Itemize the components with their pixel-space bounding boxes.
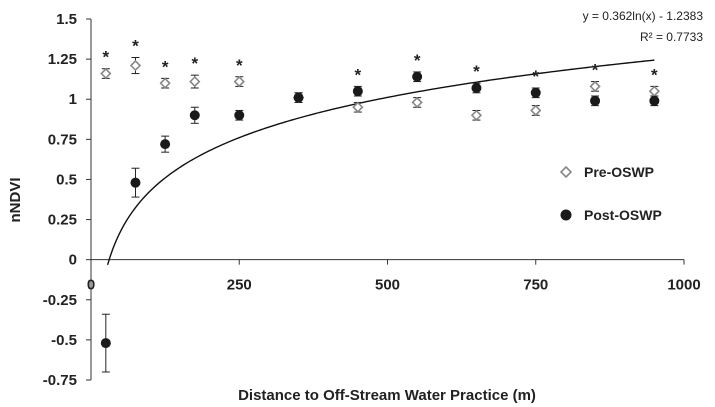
point-post-oswp	[352, 86, 363, 97]
data-points	[100, 59, 660, 349]
point-post-oswp	[590, 95, 601, 106]
significance-marker: *	[355, 65, 362, 84]
trendline	[106, 59, 655, 266]
legend-label-pre-oswp: Pre-OSWP	[584, 164, 654, 180]
point-post-oswp	[189, 110, 200, 121]
point-post-oswp	[100, 338, 111, 349]
trendline-r2: R² = 0.7733	[640, 30, 703, 44]
point-pre-oswp	[470, 109, 483, 121]
x-axis-title: Distance to Off-Stream Water Practice (m…	[238, 387, 536, 404]
error-bars	[101, 57, 659, 373]
point-post-oswp	[412, 71, 423, 82]
point-post-oswp	[130, 177, 141, 188]
legend-marker-pre-oswp	[559, 165, 573, 179]
significance-marker: *	[414, 51, 421, 70]
legend-marker-post-oswp	[560, 209, 572, 221]
significance-marker: *	[191, 54, 198, 73]
point-post-oswp	[649, 95, 660, 106]
point-post-oswp	[160, 139, 171, 150]
point-pre-oswp	[648, 85, 660, 97]
point-pre-oswp	[233, 75, 245, 88]
y-tick-label: -0.25	[43, 292, 77, 309]
significance-marker: *	[651, 65, 658, 84]
significance-marker: *	[532, 67, 539, 86]
significance-marker: *	[103, 48, 110, 67]
y-tick-label: 1	[69, 91, 77, 108]
y-axis-title: nNDVI	[7, 178, 24, 223]
y-tick-label: -0.5	[51, 332, 77, 349]
point-post-oswp	[471, 82, 482, 93]
point-pre-oswp	[100, 67, 112, 80]
significance-marker: *	[236, 56, 243, 75]
y-tick-label: 0	[69, 252, 77, 269]
point-pre-oswp	[129, 59, 142, 72]
significance-marker: *	[473, 62, 480, 81]
y-tick-labels: -0.75 -0.5 -0.25 0 0.25 0.5 0.75 1 1.25 1.5	[43, 11, 77, 389]
significance-marker: *	[162, 57, 169, 76]
y-tick-label: 0.75	[48, 131, 77, 148]
point-pre-oswp	[159, 77, 171, 89]
y-tick-label: 1.5	[56, 11, 77, 28]
point-post-oswp	[293, 92, 304, 103]
trendline-curve	[106, 59, 655, 266]
y-tick-label: 0.25	[48, 212, 77, 229]
point-post-oswp	[530, 87, 541, 98]
point-pre-oswp	[530, 104, 542, 117]
x-tick-label: 500	[375, 277, 400, 294]
point-post-oswp	[234, 110, 245, 121]
legend: Pre-OSWP Post-OSWP	[559, 164, 662, 223]
point-pre-oswp	[411, 96, 423, 109]
axes	[86, 18, 685, 381]
point-pre-oswp	[589, 80, 601, 93]
y-tick-label: -0.75	[43, 372, 77, 389]
significance-markers: * * * * * * * * * * *	[103, 37, 659, 86]
point-pre-oswp	[189, 75, 201, 88]
x-tick-labels: 0 250 500 750 1000	[87, 277, 701, 294]
x-tick-label: 750	[523, 277, 548, 294]
significance-marker: *	[592, 61, 599, 80]
y-tick-label: 1.25	[48, 51, 77, 68]
trendline-equation: y = 0.362ln(x) - 1.2383	[583, 9, 704, 23]
significance-marker: *	[132, 37, 139, 56]
x-tick-label: 1000	[667, 277, 700, 294]
x-tick-label: 250	[227, 277, 252, 294]
point-pre-oswp	[352, 101, 364, 113]
legend-label-post-oswp: Post-OSWP	[584, 207, 662, 223]
y-tick-label: 0.5	[56, 171, 77, 188]
